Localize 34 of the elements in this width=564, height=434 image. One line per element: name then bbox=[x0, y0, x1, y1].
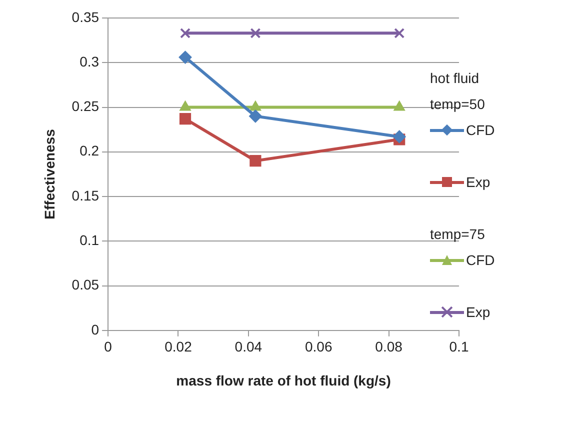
y-tick-label: 0 bbox=[91, 321, 100, 338]
legend-label: Exp bbox=[466, 174, 490, 190]
legend-label: CFD bbox=[466, 122, 495, 138]
y-tick-label: 0.15 bbox=[72, 187, 100, 204]
point bbox=[178, 50, 192, 64]
x-tick-label: 0.08 bbox=[375, 338, 403, 355]
point bbox=[392, 130, 406, 144]
legend-label: Exp bbox=[466, 304, 490, 320]
point bbox=[248, 110, 262, 123]
y-tick-label: 0.2 bbox=[80, 142, 100, 159]
x-tick-label: 0.04 bbox=[234, 338, 262, 355]
y-tick-label: 0.25 bbox=[72, 98, 100, 114]
y-tick-label: 0.05 bbox=[72, 276, 100, 293]
annotation: temp=50 bbox=[430, 96, 485, 112]
point bbox=[250, 28, 261, 38]
legend-title: hot fluid bbox=[430, 70, 480, 86]
x-axis-title: mass flow rate of hot fluid (kg/s) bbox=[176, 372, 391, 388]
y-tick-label: 0.35 bbox=[72, 8, 100, 25]
y-tick-label: 0.3 bbox=[80, 53, 100, 70]
point bbox=[250, 155, 262, 167]
point bbox=[394, 100, 406, 111]
x-tick-label: 0.06 bbox=[304, 338, 332, 355]
y-axis-title: Effectiveness bbox=[41, 128, 58, 220]
annotation: temp=75 bbox=[430, 226, 485, 242]
x-tick-label: 0.1 bbox=[449, 338, 469, 355]
point bbox=[394, 28, 405, 38]
y-tick-label: 0.1 bbox=[80, 232, 100, 248]
point bbox=[180, 100, 191, 111]
legend-label: CFD bbox=[466, 252, 495, 268]
point bbox=[180, 28, 190, 38]
x-tick-label: 0 bbox=[104, 338, 112, 355]
x-tick-label: 0.02 bbox=[164, 338, 192, 355]
point bbox=[250, 100, 262, 111]
point bbox=[179, 113, 192, 125]
